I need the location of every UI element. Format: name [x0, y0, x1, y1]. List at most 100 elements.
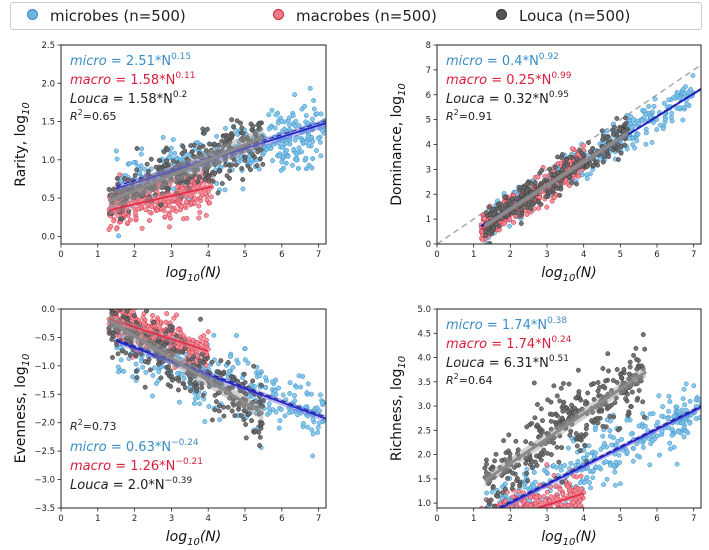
point-louca	[538, 433, 543, 438]
point-micro	[654, 433, 660, 439]
point-macro	[164, 311, 170, 317]
point-macro	[491, 528, 495, 532]
x-tick-label: 5	[618, 514, 623, 524]
point-louca	[560, 479, 565, 485]
point-micro	[696, 397, 701, 403]
point-louca	[229, 154, 235, 160]
point-micro	[544, 469, 550, 475]
point-louca	[623, 396, 629, 402]
x-tick-label: 1	[95, 250, 100, 260]
point-louca	[115, 304, 119, 308]
point-louca	[174, 333, 180, 339]
point-micro	[284, 147, 289, 153]
point-micro	[285, 153, 291, 159]
point-micro	[309, 427, 315, 433]
point-macro	[203, 191, 209, 197]
point-louca	[489, 466, 495, 472]
point-micro	[313, 148, 319, 154]
point-louca	[119, 303, 123, 307]
point-louca	[595, 380, 601, 385]
point-macro	[482, 250, 486, 254]
annotation-r2: R2=0.65	[70, 108, 116, 123]
point-louca	[147, 338, 153, 344]
annotation-equation: = 2.0*N	[109, 478, 165, 493]
point-micro	[674, 89, 680, 95]
annotation-equation: = 1.26*N	[111, 459, 175, 474]
x-tick-label: 6	[654, 250, 659, 260]
point-louca	[134, 375, 140, 381]
point-louca	[145, 332, 151, 338]
point-louca	[155, 361, 161, 367]
point-louca	[600, 159, 606, 165]
point-micro	[681, 386, 687, 392]
point-micro	[593, 464, 599, 470]
point-micro	[293, 384, 299, 390]
point-louca	[254, 163, 260, 169]
point-macro	[539, 500, 545, 506]
point-macro	[486, 512, 490, 516]
y-axis-label: Dominance, log10	[389, 83, 408, 206]
x-tick-label: 7	[316, 250, 321, 260]
point-macro	[514, 501, 520, 506]
x-label-tail: (N)	[200, 529, 221, 545]
point-louca	[243, 422, 249, 427]
point-micro	[276, 425, 282, 431]
point-micro	[261, 150, 267, 156]
annotation-exponent: 0.15	[171, 52, 191, 62]
point-macro	[573, 513, 577, 517]
point-micro	[305, 381, 311, 387]
point-micro	[267, 410, 272, 415]
point-micro	[191, 401, 197, 406]
y-tick-label: −3.0	[34, 476, 55, 486]
point-louca	[631, 352, 637, 358]
point-micro	[294, 151, 299, 157]
y-tick-label: 3.5	[417, 378, 431, 388]
y-tick-label: 3	[426, 165, 431, 175]
point-macro	[488, 513, 492, 517]
point-micro	[657, 452, 662, 458]
point-micro	[263, 375, 269, 381]
point-louca	[207, 141, 213, 147]
point-micro	[131, 159, 137, 165]
point-micro	[654, 127, 660, 133]
y-label-main: Evenness, log	[13, 366, 29, 463]
point-micro	[315, 135, 321, 141]
point-louca	[618, 144, 624, 150]
point-micro	[617, 481, 623, 487]
x-tick-label: 1	[95, 514, 100, 524]
x-axis-label: log10(N)	[541, 265, 596, 284]
point-louca	[606, 368, 611, 374]
point-louca	[574, 181, 579, 187]
point-macro	[179, 203, 185, 209]
point-louca	[565, 417, 571, 423]
point-macro	[544, 204, 550, 210]
x-tick-label: 4	[581, 514, 586, 524]
point-louca	[217, 403, 222, 409]
point-macro	[132, 309, 138, 311]
point-micro	[531, 470, 537, 475]
point-micro	[661, 100, 667, 106]
point-micro	[669, 426, 675, 432]
x-tick-label: 0	[434, 250, 439, 260]
point-macro	[482, 216, 487, 222]
y-tick-label: −2.5	[34, 447, 55, 457]
point-louca	[215, 190, 221, 196]
point-louca	[229, 374, 234, 380]
fit-line-louca	[483, 132, 629, 227]
point-micro	[270, 158, 275, 164]
point-louca	[504, 469, 510, 475]
point-macro	[522, 498, 527, 504]
point-louca	[592, 418, 598, 423]
point-louca	[585, 163, 591, 169]
y-tick-label: 0.5	[41, 194, 55, 204]
point-micro	[600, 433, 606, 439]
point-micro	[222, 187, 228, 193]
point-micro	[488, 510, 492, 514]
point-macro	[515, 527, 519, 531]
y-tick-label: 4.5	[417, 329, 431, 339]
point-macro	[204, 197, 210, 203]
point-macro	[167, 215, 173, 221]
point-micro	[311, 106, 317, 112]
point-macro	[483, 525, 487, 529]
point-macro	[519, 528, 523, 532]
